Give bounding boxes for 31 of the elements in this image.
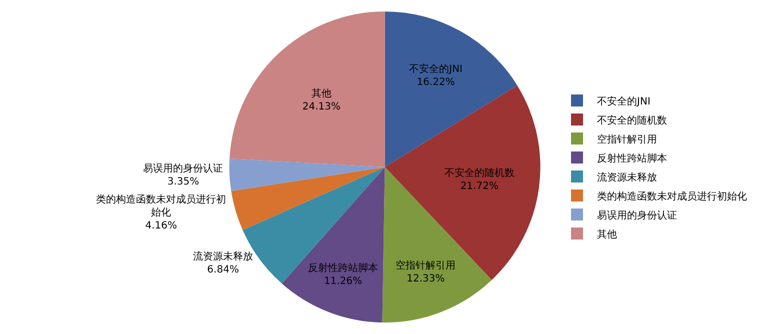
legend-label: 其他: [597, 228, 618, 240]
legend-label: 不安全的随机数: [597, 114, 668, 126]
data-label: 24.13%: [302, 102, 341, 113]
legend-label: 不安全的JNI: [597, 95, 650, 108]
data-label: 12.33%: [406, 274, 445, 285]
slice-label: 不安全的JNI: [409, 63, 462, 76]
pie-slice: [242, 167, 385, 284]
slice-label: 易误用的身份认证: [143, 162, 224, 174]
pie-slice: [229, 158, 385, 192]
data-label: 4.16%: [145, 220, 178, 232]
slice-label: 不安全的随机数: [444, 166, 514, 179]
pie-slice: [384, 85, 540, 280]
legend-label: 反射性跨站脚本: [597, 152, 668, 164]
pie-slice: [231, 167, 385, 230]
legend-label: 流资源未释放: [597, 171, 658, 184]
legend-label: 空指针解引用: [597, 133, 658, 146]
slice-label: 类的构造函数未对成员进行初始化: [96, 193, 226, 218]
data-label: 3.35%: [167, 176, 200, 188]
pie-slice: [282, 167, 385, 322]
data-label: 11.26%: [324, 276, 362, 288]
data-label: 21.72%: [460, 180, 498, 192]
slice-label: 反射性跨站脚本: [308, 262, 378, 274]
pie-slice: [230, 11, 385, 167]
legend-label: 类的构造函数未对成员进行初始化: [597, 190, 748, 202]
pie-slice: [384, 11, 518, 167]
slice-label: 流资源未释放: [193, 250, 254, 263]
data-label: 16.22%: [416, 77, 455, 88]
data-label: 6.84%: [207, 264, 239, 276]
slice-label: 其他: [311, 88, 332, 100]
legend-label: 易误用的身份认证: [597, 209, 678, 222]
slice-label: 空指针解引用: [396, 260, 456, 272]
